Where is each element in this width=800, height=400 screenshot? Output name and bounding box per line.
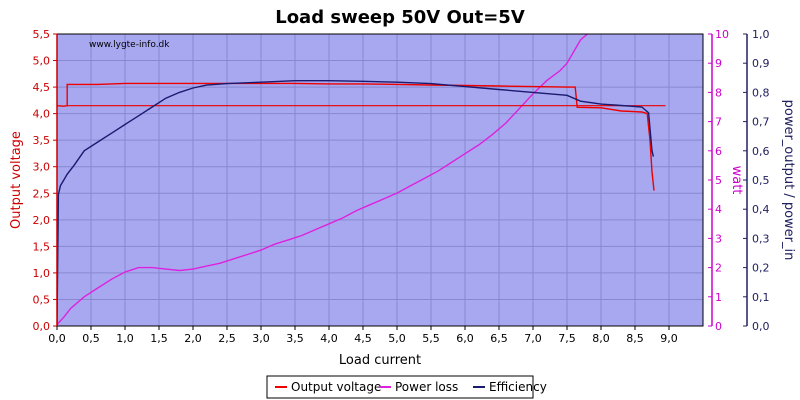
series-output-voltage-line <box>57 82 655 191</box>
x-tick-label: 5,0 <box>388 332 406 345</box>
legend: Output voltage Power loss Efficiency <box>266 375 547 399</box>
x-tick-label: 1,0 <box>116 332 134 345</box>
y-left-tick-label: 1,0 <box>33 267 51 280</box>
x-tick-label: 7,5 <box>558 332 576 345</box>
y-left-tick-label: 0,5 <box>33 293 51 306</box>
y-right1-tick-label: 8 <box>715 86 722 99</box>
y-right1-tick-label: 3 <box>715 232 722 245</box>
x-tick-label: 0,5 <box>82 332 100 345</box>
x-tick-label: 6,5 <box>490 332 508 345</box>
y-left-tick-label: 4,5 <box>33 81 51 94</box>
y-right1-tick-label: 7 <box>715 116 722 129</box>
y-left-tick-label: 5,0 <box>33 55 51 68</box>
x-tick-label: 4,5 <box>354 332 372 345</box>
y-right2-tick-label: 0,2 <box>752 262 770 275</box>
y-right2-tick-label: 0,0 <box>752 320 770 333</box>
y-left-tick-label: 3,0 <box>33 161 51 174</box>
x-axis-title: Load current <box>339 353 421 368</box>
y-right2-tick-label: 0,8 <box>752 86 770 99</box>
legend-label-power-loss: Power loss <box>395 380 458 394</box>
y-left-tick-label: 2,0 <box>33 214 51 227</box>
legend-label-efficiency: Efficiency <box>489 380 547 394</box>
x-tick-label: 3,0 <box>252 332 270 345</box>
y-right1-tick-label: 6 <box>715 145 722 158</box>
x-tick-label: 2,5 <box>218 332 236 345</box>
x-tick-label: 2,0 <box>184 332 202 345</box>
plot-background <box>57 34 703 326</box>
y-right1-tick-label: 2 <box>715 262 722 275</box>
x-tick-label: 8,5 <box>626 332 644 345</box>
legend-label-output-voltage: Output voltage <box>291 380 381 394</box>
y-right1-tick-label: 1 <box>715 291 722 304</box>
y-right2-tick-label: 0,3 <box>752 232 770 245</box>
series-power-loss-line <box>57 34 588 325</box>
x-tick-label: 3,5 <box>286 332 304 345</box>
y-left-tick-label: 5,5 <box>33 28 51 41</box>
x-tick-label: 7,0 <box>524 332 542 345</box>
y-left-tick-label: 1,5 <box>33 240 51 253</box>
watermark-text: www.lygte-info.dk <box>89 40 170 50</box>
x-tick-label: 4,0 <box>320 332 338 345</box>
y-right2-tick-label: 0,1 <box>752 291 770 304</box>
x-tick-label: 8,0 <box>592 332 610 345</box>
y-axis-right2-title: power_output / power_in <box>781 100 796 261</box>
plot-area: www.lygte-info.dk <box>56 33 703 327</box>
x-tick-label: 9,0 <box>660 332 678 345</box>
y-axis-right1-title: watt <box>729 166 744 195</box>
y-right1-tick-label: 9 <box>715 57 722 70</box>
y-left-tick-label: 0,0 <box>33 320 51 333</box>
y-right2-tick-label: 0,9 <box>752 57 770 70</box>
x-tick-label: 6,0 <box>456 332 474 345</box>
y-right2-tick-label: 0,7 <box>752 116 770 129</box>
y-right2-tick-label: 0,5 <box>752 174 770 187</box>
x-tick-label: 5,5 <box>422 332 440 345</box>
y-axis-left-title: Output voltage <box>9 131 24 229</box>
y-right1-tick-label: 5 <box>715 174 722 187</box>
y-left-tick-label: 2,5 <box>33 187 51 200</box>
y-left-tick-label: 4,0 <box>33 108 51 121</box>
y-right2-tick-label: 0,6 <box>752 145 770 158</box>
axes: 0,0 0,5 1,0 1,5 2,0 2,5 3,0 3,5 4,0 4,5 5,0 5,5 Outp… <box>9 28 796 368</box>
y-right1-tick-label: 10 <box>715 28 729 41</box>
series-efficiency-line <box>57 80 655 326</box>
legend-box <box>266 375 534 399</box>
y-right1-tick-label: 0 <box>715 320 722 333</box>
chart-title: Load sweep 50V Out=5V <box>275 7 525 28</box>
x-tick-label: 0,0 <box>48 332 66 345</box>
x-tick-label: 1,5 <box>150 332 168 345</box>
y-right2-tick-label: 0,4 <box>752 203 770 216</box>
y-right1-tick-label: 4 <box>715 203 722 216</box>
y-left-tick-label: 3,5 <box>33 134 51 147</box>
y-right2-tick-label: 1,0 <box>752 28 770 41</box>
